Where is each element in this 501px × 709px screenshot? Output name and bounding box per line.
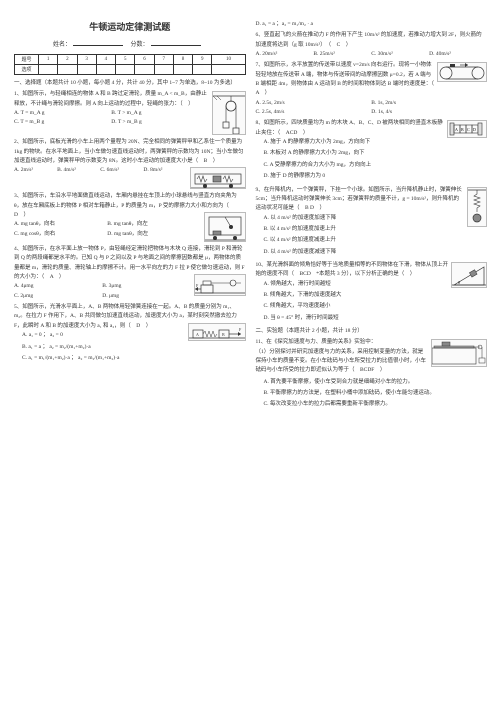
q9-opts: A. 以 4 m/s² 的加速度加速下降 B. 以 4 m/s² 的加速度加速上… [256,214,488,257]
svg-text:C: C [467,127,470,132]
q3-opts: A. mg tanθ，向右 B. mg tanθ，向左 C. mg cosθ，向… [14,220,201,239]
q11-stem: 11、在《探究加速度与力、质量的关系》实验中： [256,339,377,345]
figure-q7-belt: v [437,62,487,82]
svg-text:A: A [455,127,458,132]
question-7: v 7、如图所示，水平放置的传送带以速度 v=2m/s 向右运行。现将一小物体轻… [256,61,488,117]
answer-table-row-number: 题号 1 2 3 4 5 6 7 8 9 10 [15,55,246,65]
question-11: 11、在《探究加速度与力、质量的关系》实验中： （1）分别探讨并研究加速度与力的… [256,338,488,411]
figure-q2-cart-springs [190,167,246,189]
svg-text:F: F [196,283,199,288]
q8-opts: A. 施于 A 的静摩擦力大小为 2mg，方向向下 B. 木板对 A 的静摩擦力… [256,138,488,181]
q1-opts: A. T = m_A g B. T > m_A g C. T = m_B g D… [14,109,209,128]
figure-q4-pulley-blocks: F [194,274,246,296]
question-5: 5、如图所示，光滑水平面上，A、B 两物体用轻弹簧连接在一起。A、B 的质量分别… [14,303,246,365]
left-column: 牛顿运动定律测试题 姓名： 分数： 题号 1 2 3 4 5 6 7 8 9 1… [14,20,246,701]
right-column: D. a₁ = a ；a₂ = m₁/m₂ · a 6、竖直起飞的火箭在推动力 … [256,20,488,701]
name-score-line: 姓名： 分数： [14,39,246,48]
figure-q9-spring-ball [467,187,487,227]
q7-opts: A. 2.5s, 2m/s B. 1s, 2m/s C. 2.5s, 4m/s … [256,99,488,118]
row-label: 题号 [15,55,39,65]
q2-stem: 2、如图所示，底板光滑的小车上用两个量程为 20N、完全相同的弹簧秤甲和乙系住一… [14,139,243,164]
question-1: 1、如图所示，与轻绳相连的物体 A 和 B 跨过定滑轮，质量 m_A < m_B… [14,90,246,136]
figure-q5-spring-ab: A B F [188,323,246,341]
svg-text:D: D [473,127,476,132]
name-label: 姓名： [53,42,71,48]
q2-opts: A. 2m/s² B. 4m/s² C. 6m/s² D. 8m/s² [14,166,187,175]
svg-text:B: B [461,127,464,132]
svg-text:v: v [462,63,464,64]
q5-opt-d: D. a₁ = a ；a₂ = m₁/m₂ · a [256,20,488,29]
svg-text:F: F [239,327,242,332]
figure-q11-track [431,339,487,367]
score-label: 分数： [131,42,149,48]
page-title: 牛顿运动定律测试题 [14,20,246,33]
question-4: 4、如图所示，在水平面上放一物体 P，由轻绳经定滑轮把物体与木块 Q 连接，滑轮… [14,245,246,301]
question-3: 3、如图所示，车沿水平地面做直线运动，车厢内悬挂在车顶上的小球悬线与竖直方向夹角… [14,192,246,243]
q8-stem: 8、如图所示，四块质量均为 m 的木块 A、B、C、D 被两块相同的竖直木板静止… [256,120,443,135]
question-2: 2、如图所示，底板光滑的小车上用两个量程为 20N、完全相同的弹簧秤甲和乙系住一… [14,138,246,190]
figure-q1-pulley [212,91,246,135]
q11-opts: A. 首先要平衡摩擦，使小车受到合力就是细绳对小车的拉力。 B. 平衡摩擦力的方… [256,378,488,410]
q7-stem: 7、如图所示，水平放置的传送带以速度 v=2m/s 向右运行。现将一小物体轻轻地… [256,62,440,96]
svg-text:B: B [222,332,225,337]
name-blank [73,45,123,46]
question-9: 9、在升降机内，一个弹簧秤，下挂一个小球。如图所示，当升降机静止时，弹簧伸长 5… [256,186,488,259]
q9-stem: 9、在升降机内，一个弹簧秤，下挂一个小球。如图所示，当升降机静止时，弹簧伸长 5… [256,187,462,212]
svg-text:θ: θ [458,280,460,285]
question-8: A B C D 8、如图所示，四块质量均为 m 的木块 A、B、C、D 被两块相… [256,119,488,183]
section-1-heading: 一、选择题（本题共计 10 小题，每小题 4 分，共计 40 分，其中 1~7 … [14,79,246,88]
q1-stem: 1、如图所示，与轻绳相连的物体 A 和 B 跨过定滑轮，质量 m_A < m_B… [14,91,207,106]
answer-table-row-option: 选项 [15,65,246,75]
q4-opts: A. 4μmg B. 3μmg C. 2μmg D. μmg [14,282,191,301]
svg-text:A: A [196,332,199,337]
question-6: 6、竖直起飞的火箭在推动力 F 的作用下产生 10m/s² 的加速度，若推动力增… [256,31,488,59]
figure-q8-blocks: A B C D [447,120,487,138]
q6-opts: A. 20m/s² B. 25m/s² C. 30m/s² D. 40m/s² [256,50,488,59]
q10-stem: 10、某光滑斜面的倾角恰好等于当地质量相等的不同物体在下滑，物体从顶上开始的速度… [256,262,449,277]
question-10: θ 10、某光滑斜面的倾角恰好等于当地质量相等的不同物体在下滑，物体从顶上开始的… [256,261,488,325]
row-label: 选项 [15,65,39,75]
figure-q3-car-ball [204,212,246,242]
q6-stem: 6、竖直起飞的火箭在推动力 F 的作用下产生 10m/s² 的加速度，若推动力增… [256,32,482,47]
section-2-heading: 二、实验题（本题共计 2 小题，共计 18 分） [256,327,488,336]
score-blank [151,45,201,46]
figure-q10-incline: θ [451,262,487,288]
answer-table: 题号 1 2 3 4 5 6 7 8 9 10 选项 [14,54,246,75]
